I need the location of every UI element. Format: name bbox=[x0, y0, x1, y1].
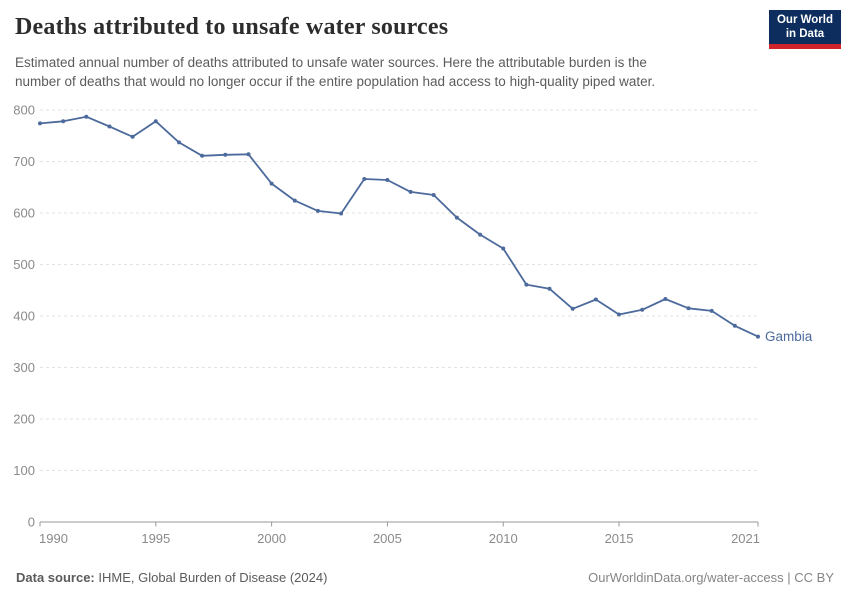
x-tick-label: 2021 bbox=[731, 531, 760, 546]
owid-logo[interactable]: Our World in Data bbox=[769, 10, 841, 49]
data-point[interactable] bbox=[547, 286, 552, 291]
y-tick-label: 100 bbox=[13, 463, 35, 478]
x-tick-label: 1990 bbox=[39, 531, 68, 546]
series-line-gambia[interactable] bbox=[39, 115, 759, 338]
data-point[interactable] bbox=[524, 282, 529, 287]
subtitle-line-2: number of deaths that would no longer oc… bbox=[15, 74, 656, 89]
subtitle-line-1: Estimated annual number of deaths attrib… bbox=[15, 55, 647, 70]
data-point[interactable] bbox=[38, 121, 42, 126]
data-point[interactable] bbox=[153, 119, 158, 124]
data-point[interactable] bbox=[732, 323, 737, 328]
data-source-value: IHME, Global Burden of Disease (2024) bbox=[94, 570, 328, 585]
data-point[interactable] bbox=[663, 297, 668, 301]
y-tick-label: 700 bbox=[13, 154, 35, 169]
data-point[interactable] bbox=[315, 208, 320, 213]
chart-footer: Data source: IHME, Global Burden of Dise… bbox=[0, 567, 850, 591]
x-tick-label: 2010 bbox=[489, 531, 518, 546]
data-point[interactable] bbox=[431, 193, 436, 197]
data-point[interactable] bbox=[593, 297, 598, 302]
data-point[interactable] bbox=[339, 211, 344, 216]
x-tick-label: 2015 bbox=[605, 531, 634, 546]
data-point[interactable] bbox=[709, 308, 714, 313]
y-tick-label: 200 bbox=[13, 412, 35, 427]
data-point[interactable] bbox=[61, 119, 66, 124]
x-tick-label: 1995 bbox=[141, 531, 170, 546]
data-point[interactable] bbox=[640, 307, 645, 312]
data-point[interactable] bbox=[478, 232, 483, 237]
data-point[interactable] bbox=[756, 334, 760, 339]
x-tick-label: 2005 bbox=[373, 531, 402, 546]
owid-logo-line-2: in Data bbox=[785, 27, 825, 40]
data-point[interactable] bbox=[570, 306, 575, 311]
line-chart[interactable]: 0 100 200 300 400 500 600 700 800 1990 1995 2000 200… bbox=[0, 95, 850, 565]
data-point[interactable] bbox=[501, 246, 506, 251]
data-point[interactable] bbox=[686, 306, 691, 311]
page-title: Deaths attributed to unsafe water source… bbox=[15, 14, 449, 40]
data-point[interactable] bbox=[200, 153, 205, 158]
data-point[interactable] bbox=[246, 152, 251, 157]
y-tick-label: 800 bbox=[13, 103, 35, 118]
data-point[interactable] bbox=[107, 124, 112, 129]
data-point[interactable] bbox=[454, 215, 459, 220]
page-subtitle: Estimated annual number of deaths attrib… bbox=[15, 53, 655, 91]
footer-license-link[interactable]: OurWorldinData.org/water-access | CC BY bbox=[588, 570, 834, 585]
data-source-note: Data source: IHME, Global Burden of Dise… bbox=[16, 570, 327, 585]
data-point[interactable] bbox=[385, 178, 390, 182]
x-tick-label: 2000 bbox=[257, 531, 286, 546]
data-point[interactable] bbox=[617, 312, 621, 317]
data-point[interactable] bbox=[269, 181, 274, 186]
data-point[interactable] bbox=[223, 152, 228, 157]
y-tick-label: 300 bbox=[13, 360, 35, 375]
data-point[interactable] bbox=[292, 198, 297, 203]
y-tick-label: 0 bbox=[28, 515, 35, 530]
data-point[interactable] bbox=[362, 177, 367, 181]
owid-logo-line-1: Our World bbox=[776, 14, 833, 26]
owid-logo-accent-stripe bbox=[769, 44, 841, 49]
chart-svg[interactable]: 0 100 200 300 400 500 600 700 800 1990 1995 2000 200… bbox=[0, 95, 850, 565]
data-point[interactable] bbox=[130, 134, 135, 139]
data-source-label: Data source: bbox=[16, 570, 95, 585]
series-label-gambia[interactable]: Gambia bbox=[765, 329, 813, 344]
owid-logo-text: Our World in Data bbox=[769, 10, 841, 44]
data-point[interactable] bbox=[177, 140, 181, 145]
data-point[interactable] bbox=[84, 114, 89, 119]
y-tick-label: 600 bbox=[13, 206, 35, 221]
y-tick-label: 500 bbox=[13, 257, 35, 272]
y-tick-label: 400 bbox=[13, 309, 35, 324]
data-point[interactable] bbox=[408, 189, 413, 194]
